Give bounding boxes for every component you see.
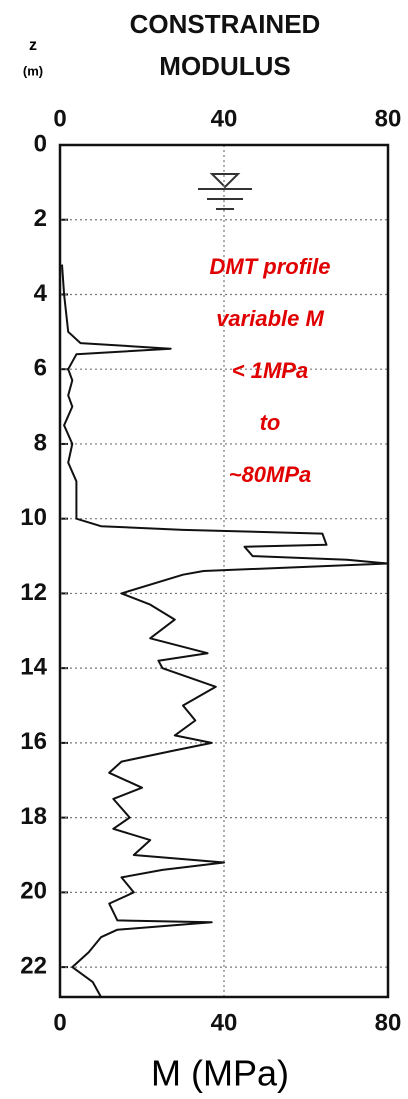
chart-title: MODULUS: [159, 51, 290, 81]
y-axis-label: (m): [23, 63, 43, 78]
y-tick-label: 16: [20, 728, 47, 755]
x-tick-label: 0: [53, 105, 66, 132]
annotation: ~80MPa: [229, 462, 312, 487]
x-tick-label: 80: [375, 1009, 402, 1036]
x-tick-label: 40: [211, 105, 238, 132]
x-tick-label: 80: [375, 105, 402, 132]
x-tick-label: 0: [53, 1009, 66, 1036]
y-tick-label: 6: [34, 355, 47, 382]
annotation: to: [260, 410, 281, 435]
y-tick-label: 22: [20, 952, 47, 979]
y-tick-label: 14: [20, 654, 47, 681]
y-axis-label: z: [29, 37, 37, 54]
water-table-symbol: [198, 173, 252, 210]
y-tick-label: 12: [20, 579, 47, 606]
plot-frame: [58, 143, 390, 999]
y-tick-label: 8: [34, 429, 47, 456]
x-tick-label: 40: [211, 1009, 238, 1036]
y-tick-label: 18: [20, 803, 47, 830]
annotation: DMT profile: [210, 254, 331, 279]
profile-line: [61, 264, 389, 998]
y-tick-label: 4: [34, 280, 48, 307]
y-tick-label: 10: [20, 504, 47, 531]
y-tick-label: 2: [34, 205, 47, 232]
annotation: < 1MPa: [232, 358, 308, 383]
y-tick-label: 0: [34, 130, 47, 157]
y-tick-label: 20: [20, 878, 47, 905]
x-axis-label: M (MPa): [151, 1053, 289, 1094]
chart-title: CONSTRAINED: [130, 9, 321, 39]
annotation: variable M: [216, 306, 324, 331]
